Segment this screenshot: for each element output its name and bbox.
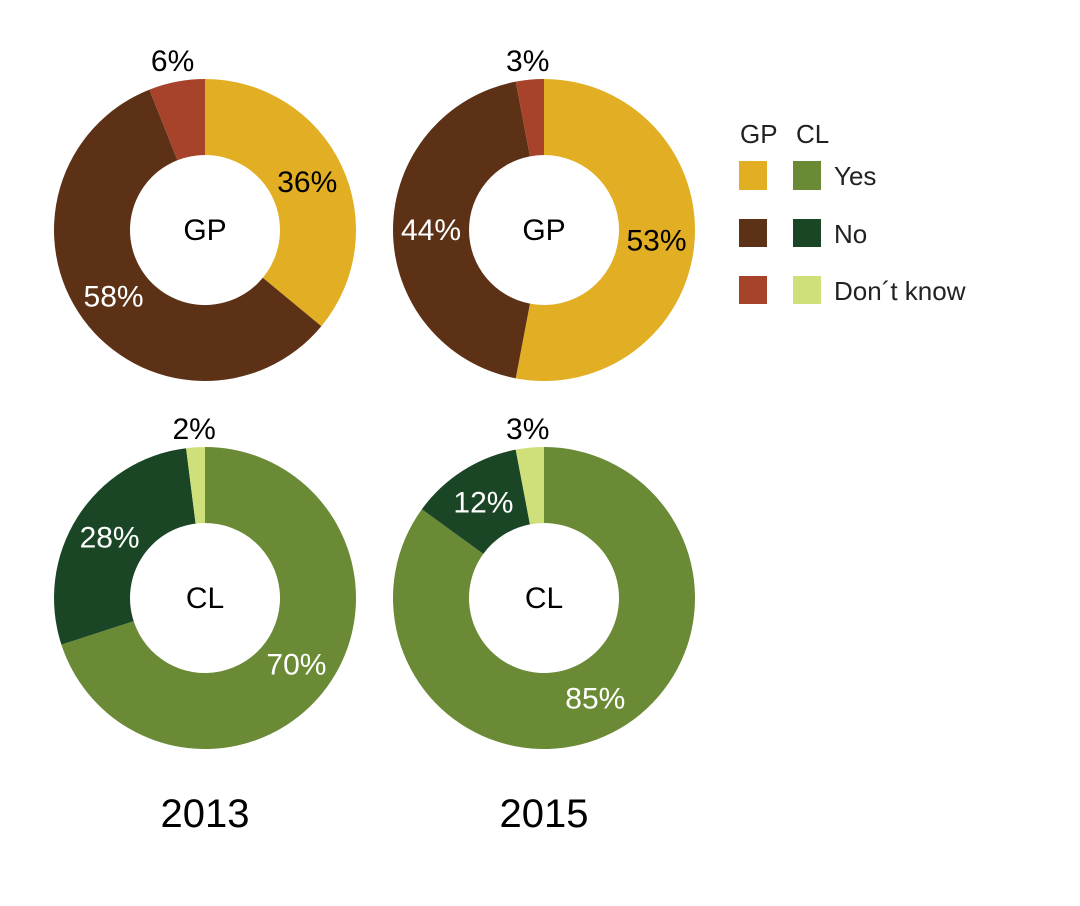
center-label-cl-2013: CL [186, 582, 224, 615]
legend-swatch-gp-no [739, 219, 767, 247]
slice-label-cl-2015-2: 12% [453, 487, 513, 520]
slice-label-gp-2013-3: 6% [151, 45, 194, 78]
legend-label-dont-know: Don´t know [834, 276, 966, 306]
donut-slice-gp-2015-2 [393, 81, 530, 379]
donut-slice-gp-2013-1 [205, 79, 356, 327]
slice-label-cl-2013-1: 70% [266, 648, 326, 681]
legend-header-cl: CL [796, 119, 829, 149]
slice-label-cl-2013-2: 28% [80, 521, 140, 554]
slice-label-gp-2015-3: 3% [506, 45, 549, 78]
slice-label-gp-2013-2: 58% [84, 280, 144, 313]
donut-slice-gp-2013-3 [149, 79, 205, 161]
legend-label-no: No [834, 219, 867, 249]
center-label-gp-2013: GP [183, 214, 226, 247]
legend-swatch-cl-dont-know [793, 276, 821, 304]
donut-slice-cl-2013-3 [186, 447, 205, 524]
slice-label-cl-2015-1: 85% [565, 683, 625, 716]
legend-label-yes: Yes [834, 161, 876, 191]
legend-swatch-cl-no [793, 219, 821, 247]
legend-swatch-cl-yes [793, 161, 821, 190]
slice-label-gp-2013-1: 36% [277, 166, 337, 199]
slice-label-gp-2015-1: 53% [626, 225, 686, 258]
year-label-2013: 2013 [161, 792, 250, 836]
donut-group: 36% 58% 6% GP 53% 44% 3% GP 70% 28% 2% CL 85% 12% 3% CL [53, 45, 695, 750]
donut-slice-cl-2013-2 [53, 448, 196, 645]
year-label-2015: 2015 [500, 792, 589, 836]
center-label-cl-2015: CL [525, 582, 563, 615]
donut-slice-cl-2015-2 [421, 449, 530, 554]
donut-slice-cl-2015-3 [515, 447, 544, 525]
donut-slice-gp-2015-3 [515, 79, 544, 157]
donut-slice-cl-2015-1 [393, 447, 695, 750]
donut-slice-gp-2015-1 [515, 79, 695, 381]
donut-slice-gp-2013-2 [54, 89, 322, 382]
legend-header-gp: GP [740, 119, 778, 149]
slice-label-gp-2015-2: 44% [401, 214, 461, 247]
donut-slice-cl-2013-1 [61, 447, 357, 749]
slice-label-cl-2013-3: 2% [172, 413, 215, 446]
center-label-gp-2015: GP [522, 214, 565, 247]
legend-swatch-gp-yes [739, 161, 767, 190]
legend: GP CL Yes No Don´t know [739, 119, 966, 306]
legend-swatch-gp-dont-know [739, 276, 767, 304]
slice-label-cl-2015-3: 3% [506, 413, 549, 446]
